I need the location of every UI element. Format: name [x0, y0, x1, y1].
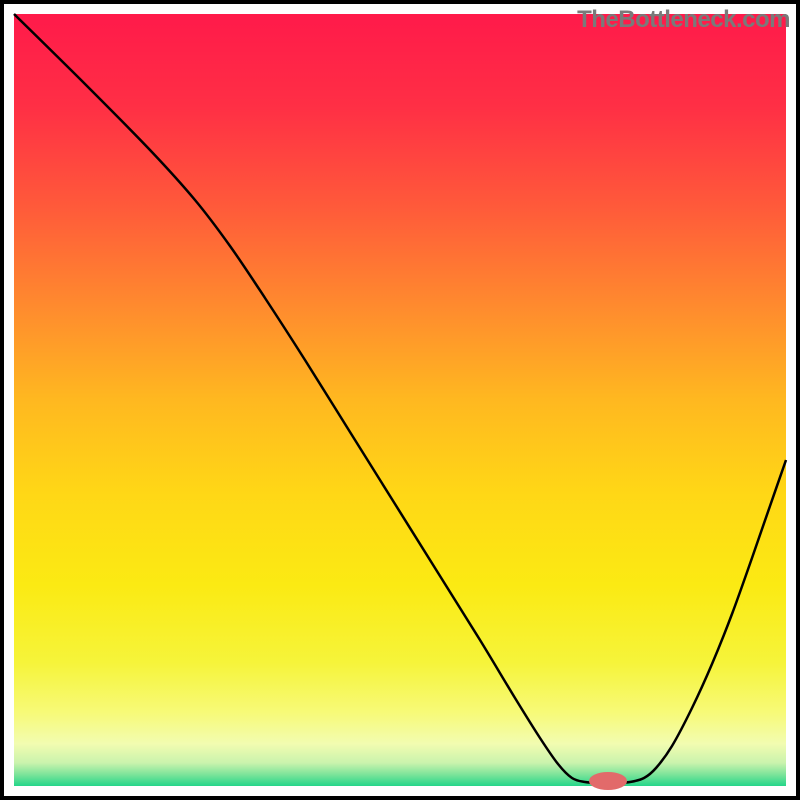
watermark-text: TheBottleneck.com [577, 6, 790, 34]
optimal-marker [589, 772, 627, 790]
bottleneck-chart [0, 0, 800, 800]
chart-container: TheBottleneck.com [0, 0, 800, 800]
